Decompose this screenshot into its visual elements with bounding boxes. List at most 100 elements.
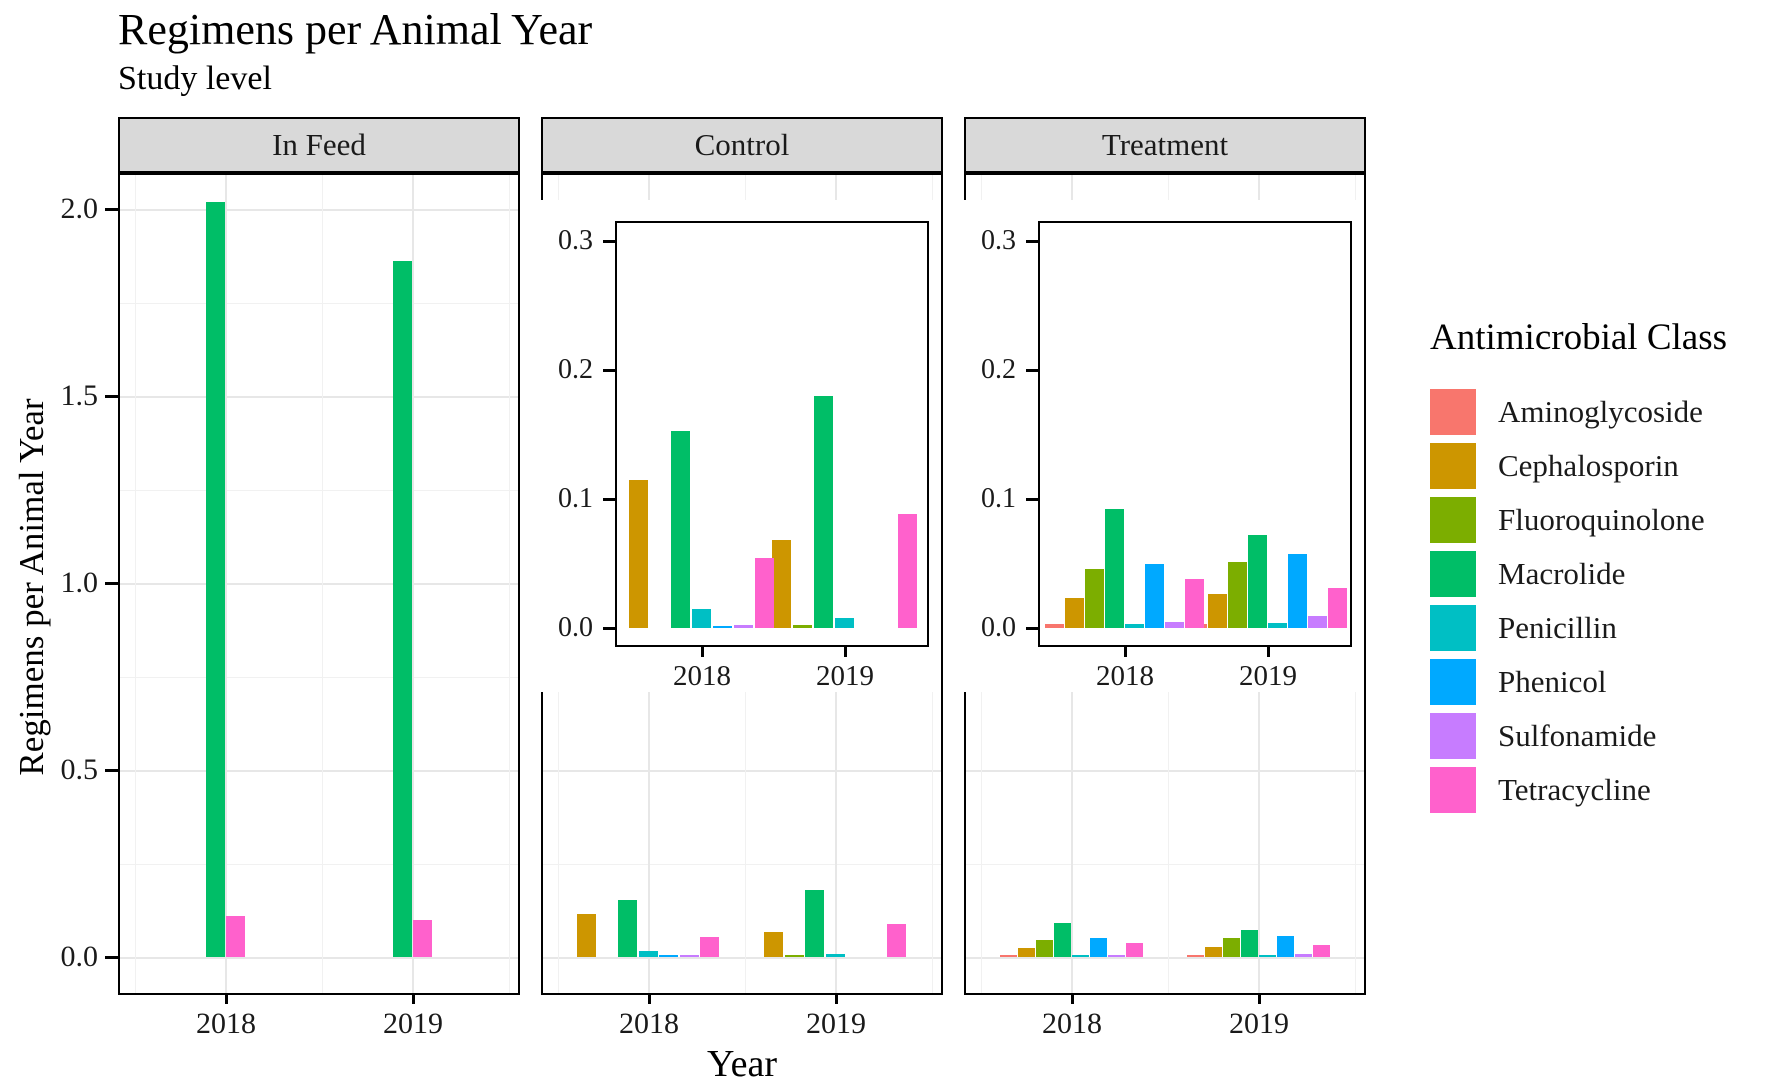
legend-item: Phenicol <box>1430 655 1770 709</box>
gridline-minor <box>321 175 323 993</box>
gridline-minor <box>120 489 518 491</box>
legend-key-icon <box>1430 389 1476 435</box>
chart-subtitle: Study level <box>118 60 272 97</box>
legend-items: Aminoglycoside Cephalosporin Fluoroquinolo… <box>1430 385 1770 817</box>
inset-y-tick-mark <box>1026 239 1038 243</box>
inset-y-tick-label: 0.3 <box>558 225 593 256</box>
legend-item-label: Tetracycline <box>1498 772 1651 807</box>
legend: Antimicrobial Class Aminoglycoside Cephal… <box>1430 316 1770 817</box>
inset-x-tick-label: 2018 <box>1096 660 1154 692</box>
x-tick-label: 2018 <box>1042 1007 1102 1040</box>
legend-item: Macrolide <box>1430 547 1770 601</box>
x-tick-label: 2018 <box>619 1007 679 1040</box>
bar-control-sulfonamide-2018 <box>679 954 699 957</box>
gridline-major <box>966 770 1364 772</box>
inset-bar-fluoroquinolone-2018 <box>1085 568 1104 628</box>
inset-y-tick-label: 0.0 <box>981 612 1016 643</box>
bar-treatment-macrolide-2018 <box>1054 922 1071 957</box>
facet-strip-label: Treatment <box>1101 127 1229 162</box>
facet-strip-label: In Feed <box>272 127 366 162</box>
bar-treatment-aminoglycoside-2018 <box>1000 954 1017 957</box>
bar-treatment-tetracycline-2019 <box>1313 945 1330 957</box>
inset-bar-tetracycline-2018 <box>1185 578 1204 628</box>
inset-bar-tetracycline-2018 <box>754 558 774 628</box>
y-tick-mark <box>105 768 118 772</box>
x-tick-mark <box>224 995 228 1004</box>
bar-treatment-phenicol-2019 <box>1277 935 1294 957</box>
inset-bar-fluoroquinolone-2019 <box>792 625 812 628</box>
y-tick-label: 0.0 <box>60 940 99 973</box>
gridline-major <box>412 175 414 993</box>
bar-in-feed-macrolide-2018 <box>206 201 225 957</box>
gridline-major <box>543 957 941 959</box>
bar-control-phenicol-2018 <box>659 954 679 957</box>
chart-title: Regimens per Animal Year <box>118 5 593 54</box>
bar-in-feed-tetracycline-2019 <box>413 919 432 957</box>
legend-item: Penicillin <box>1430 601 1770 655</box>
inset-y-tick-label: 0.3 <box>981 225 1016 256</box>
gridline-minor <box>120 676 518 678</box>
facet-strip-label: Control <box>694 127 790 162</box>
x-tick-label: 2018 <box>196 1007 256 1040</box>
inset-y-tick-label: 0.0 <box>558 612 593 643</box>
legend-item: Sulfonamide <box>1430 709 1770 763</box>
bar-control-cephalosporin-2019 <box>764 931 784 957</box>
inset-bar-phenicol-2019 <box>1288 554 1307 628</box>
bar-treatment-macrolide-2019 <box>1241 930 1258 957</box>
legend-key-icon <box>1430 605 1476 651</box>
bar-treatment-aminoglycoside-2019 <box>1187 954 1204 957</box>
legend-item-label: Cephalosporin <box>1498 448 1679 483</box>
bar-treatment-fluoroquinolone-2018 <box>1036 939 1053 957</box>
legend-key-icon <box>1430 767 1476 813</box>
inset-bar-cephalosporin-2019 <box>1208 594 1227 628</box>
facet-strip-2: Treatment <box>964 117 1366 173</box>
inset-y-tick-mark <box>1026 497 1038 501</box>
gridline-major <box>225 175 227 993</box>
y-tick-label: 2.0 <box>60 192 99 225</box>
bar-control-penicillin-2018 <box>638 951 658 957</box>
inset-bar-penicillin-2019 <box>834 617 854 628</box>
inset-bar-phenicol-2018 <box>1145 563 1164 628</box>
gridline-major <box>120 770 518 772</box>
y-tick-mark <box>105 955 118 959</box>
inset-y-tick-label: 0.1 <box>558 483 593 514</box>
inset-y-tick-mark <box>1026 368 1038 372</box>
inset-bar-penicillin-2019 <box>1268 622 1287 628</box>
legend-item: Fluoroquinolone <box>1430 493 1770 547</box>
gridline-minor <box>543 863 941 865</box>
inset-y-tick-label: 0.1 <box>981 483 1016 514</box>
inset-bar-sulfonamide-2019 <box>1308 616 1327 628</box>
inset-bar-fluoroquinolone-2019 <box>1228 562 1247 628</box>
legend-key-icon <box>1430 551 1476 597</box>
gridline-major <box>120 583 518 585</box>
inset-x-tick-mark <box>1266 647 1270 657</box>
legend-item-label: Macrolide <box>1498 556 1626 591</box>
gridline-minor <box>134 175 136 993</box>
x-tick-mark <box>834 995 838 1004</box>
gridline-major <box>543 770 941 772</box>
x-axis-title: Year <box>706 1043 778 1085</box>
bar-treatment-fluoroquinolone-2019 <box>1223 937 1240 957</box>
y-tick-mark <box>105 581 118 585</box>
legend-key-icon <box>1430 443 1476 489</box>
bar-in-feed-macrolide-2019 <box>393 261 412 957</box>
x-tick-mark <box>647 995 651 1004</box>
inset-x-tick-mark <box>1123 647 1127 657</box>
bar-control-macrolide-2019 <box>805 889 825 957</box>
bar-in-feed-tetracycline-2018 <box>226 915 245 957</box>
gridline-major <box>120 396 518 398</box>
facet-strip-1: Control <box>541 117 943 173</box>
inset-bar-cephalosporin-2019 <box>771 540 791 628</box>
bar-control-tetracycline-2018 <box>700 936 720 957</box>
x-tick-label: 2019 <box>1229 1007 1289 1040</box>
facet-panel-0 <box>118 173 520 995</box>
legend-item-label: Aminoglycoside <box>1498 394 1703 429</box>
inset-bar-macrolide-2019 <box>1248 535 1267 628</box>
y-tick-mark <box>105 207 118 211</box>
inset-y-tick-mark <box>603 497 615 501</box>
legend-key-icon <box>1430 497 1476 543</box>
bar-treatment-phenicol-2018 <box>1090 938 1107 957</box>
legend-item-label: Penicillin <box>1498 610 1617 645</box>
gridline-minor <box>120 302 518 304</box>
